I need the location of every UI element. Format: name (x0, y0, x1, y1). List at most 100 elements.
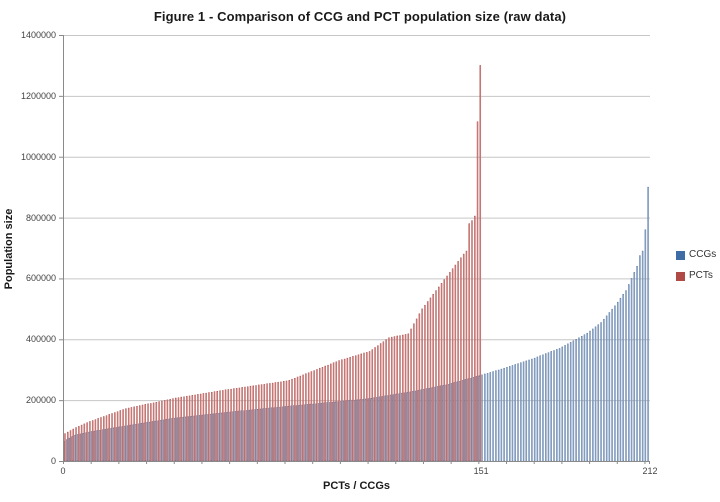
bar-ccg (558, 348, 561, 462)
bar-pct (443, 279, 446, 462)
bar-pct (216, 391, 218, 462)
bar-pct (451, 268, 454, 462)
bar-ccg (536, 356, 539, 462)
bar-pct (310, 371, 313, 462)
bar-pct (313, 370, 315, 462)
bar-pct (125, 408, 127, 462)
bar-ccg (633, 272, 636, 462)
bar-pct (188, 395, 191, 462)
bar-pct (155, 402, 158, 462)
bar-pct (402, 334, 404, 462)
bar-pct (199, 393, 202, 462)
y-tick-label: 600000 (25, 273, 56, 284)
legend-label: CCGs (689, 249, 717, 260)
bar-pct (100, 417, 102, 462)
bar-pct (280, 381, 282, 462)
bar-ccg (594, 326, 597, 462)
bar-ccg (636, 266, 638, 462)
bar-ccg (525, 360, 528, 462)
bar-ccg (575, 339, 577, 462)
bar-pct (91, 420, 94, 462)
y-tick-label: 1000000 (20, 151, 56, 162)
bar-ccg (572, 340, 575, 462)
bar-pct (468, 223, 470, 462)
bar-ccg (514, 364, 516, 462)
bar-pct (246, 386, 249, 462)
bar-pct (233, 388, 235, 462)
bar-ccg (481, 374, 483, 462)
bar-ccg (542, 354, 544, 462)
legend-item-pcts: PCTs (676, 270, 716, 282)
bar-pct (415, 318, 418, 462)
bar-pct (305, 373, 307, 462)
bar-ccg (539, 355, 541, 462)
bar-pct (343, 358, 346, 462)
bar-pct (147, 403, 149, 462)
bar-ccg (600, 322, 602, 462)
bar-pct (321, 367, 324, 462)
bar-pct (432, 294, 434, 462)
y-tick-label: 0 (50, 456, 56, 466)
bar-pct (446, 275, 448, 462)
bar-pct (318, 367, 321, 462)
bar-pct (158, 401, 160, 462)
bar-pct (197, 394, 199, 462)
bar-pct (67, 431, 69, 462)
bar-pct (435, 290, 437, 462)
bar-pct (407, 333, 410, 462)
bar-pct (172, 398, 174, 462)
bar-pct (385, 339, 387, 462)
bar-pct (426, 301, 429, 462)
y-tick-label: 200000 (25, 395, 56, 406)
bar-pct (404, 334, 407, 462)
bar-pct (335, 361, 338, 462)
y-tick-label: 1400000 (20, 30, 56, 40)
x-tick-label: 212 (642, 466, 658, 476)
bar-pct (263, 384, 266, 462)
bar-pct (152, 402, 155, 462)
bar-ccg (611, 308, 613, 462)
legend-label: PCTs (689, 270, 713, 281)
bar-pct (139, 405, 141, 462)
bar-pct (266, 383, 268, 462)
bar-pct (399, 335, 401, 462)
bar-pct (393, 336, 396, 462)
bar-pct (183, 396, 185, 462)
bar-pct (288, 380, 290, 462)
bar-pct (83, 423, 86, 462)
bar-pct (72, 428, 75, 462)
bar-pct (354, 355, 357, 462)
bar-pct (413, 323, 415, 462)
bar-pct (249, 385, 252, 462)
bar-pct (163, 400, 166, 462)
bar-pct (338, 360, 340, 462)
bar-ccg (492, 371, 494, 462)
bar-ccg (628, 284, 630, 462)
bar-pct (388, 337, 390, 462)
bar-pct (327, 364, 329, 462)
bar-pct (377, 345, 379, 462)
bar-pct (175, 397, 177, 462)
bar-pct (465, 250, 468, 462)
bar-pct (457, 261, 459, 462)
y-tick-label: 1200000 (20, 90, 56, 101)
bar-ccg (522, 361, 525, 462)
bar-ccg (495, 370, 497, 462)
bar-pct (352, 356, 354, 462)
bar-ccg (567, 343, 569, 462)
bar-pct (141, 404, 144, 462)
bar-pct (94, 419, 97, 462)
bar-pct (127, 407, 130, 462)
bar-ccg (486, 373, 489, 462)
bar-ccg (597, 324, 600, 462)
bar-ccg (520, 362, 522, 462)
bar-pct (208, 392, 210, 462)
bar-pct (177, 397, 180, 462)
bar-ccg (619, 297, 622, 462)
bar-pct (285, 380, 288, 462)
bar-pct (418, 313, 421, 462)
bar-pct (269, 383, 271, 462)
bar-pct (324, 365, 326, 462)
bar-ccg (603, 318, 605, 462)
bar-ccg (578, 337, 580, 462)
